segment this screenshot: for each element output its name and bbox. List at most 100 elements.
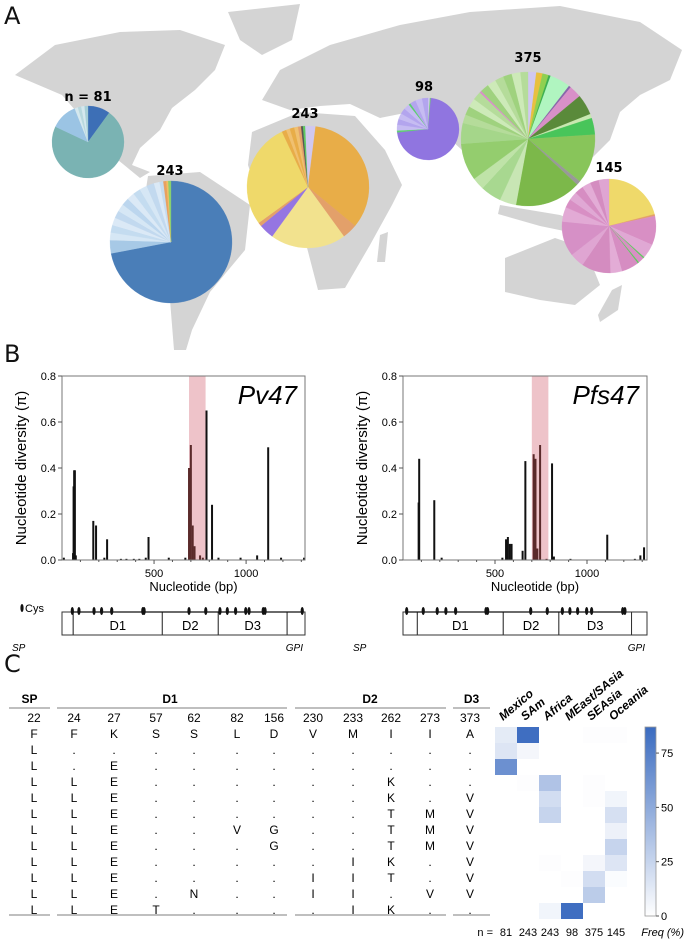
residue-cell: I <box>351 887 354 901</box>
heatmap-cell <box>539 791 561 807</box>
residue-cell: L <box>71 855 78 869</box>
cysteine-marker-icon <box>142 607 146 615</box>
residue-cell: . <box>428 855 431 869</box>
diversity-bar <box>524 461 527 560</box>
x-tick-label: 500 <box>145 568 163 580</box>
residue-cell: L <box>71 839 78 853</box>
diversity-bar <box>539 445 542 560</box>
residue-cell: . <box>351 807 354 821</box>
residue-cell: K <box>387 791 395 805</box>
residue-cell: E <box>110 791 118 805</box>
diversity-bar <box>217 557 220 560</box>
madagascar-landmass <box>377 232 388 262</box>
pie-slice <box>397 97 460 161</box>
residue-cell: . <box>154 791 157 805</box>
residue-cell: I <box>351 855 354 869</box>
diversity-bar <box>418 458 421 560</box>
residue-cell: . <box>235 807 238 821</box>
diversity-bar <box>303 557 306 560</box>
residue-cell: . <box>428 759 431 773</box>
heatmap-cell <box>495 727 517 743</box>
residue-cell: . <box>272 903 275 917</box>
heatmap-cell <box>561 903 583 919</box>
pie-slice <box>51 112 125 179</box>
residue-cell: . <box>192 791 195 805</box>
residue-cell: E <box>110 759 118 773</box>
pie-oceania: 145 <box>561 161 657 274</box>
residue-cell: L <box>31 855 38 869</box>
x-tick-label: 1000 <box>575 568 599 580</box>
residue-cell: . <box>272 743 275 757</box>
diversity-bar <box>189 445 192 560</box>
residue-cell: . <box>389 887 392 901</box>
residue-cell: M <box>425 807 435 821</box>
heatmap-cell <box>605 727 627 743</box>
residue-cell: L <box>31 903 38 917</box>
residue-cell: N <box>190 887 199 901</box>
diversity-bar <box>167 557 170 560</box>
cysteine-marker-icon <box>623 607 627 615</box>
plot-frame <box>61 375 306 561</box>
diversity-bar <box>552 556 555 560</box>
heatmap-cell <box>605 871 627 887</box>
pie-slice <box>168 180 172 243</box>
diversity-bar <box>643 547 646 560</box>
residue-cell: . <box>192 775 195 789</box>
residue-cell: . <box>428 775 431 789</box>
residue-cell: . <box>154 775 157 789</box>
residue-cell: T <box>387 839 395 853</box>
cysteine-marker-icon <box>590 607 594 615</box>
domain-segment <box>61 611 74 636</box>
residue-cell: . <box>72 743 75 757</box>
cys-legend-label: Cys <box>25 603 44 615</box>
greenland-landmass <box>228 4 300 55</box>
residue-cell: . <box>389 759 392 773</box>
residue-cell: . <box>235 887 238 901</box>
cysteine-marker-icon <box>218 607 222 615</box>
pie-slice <box>271 186 345 249</box>
y-tick-label: 0.4 <box>382 463 397 475</box>
residue-cell: L <box>71 887 78 901</box>
heatmap-cell <box>517 727 539 743</box>
residue-cell: L <box>31 887 38 901</box>
panel-label-c: C <box>4 650 21 678</box>
residue-cell: . <box>192 823 195 837</box>
domain-label: D3 <box>244 618 261 633</box>
diversity-bar <box>569 558 572 560</box>
domain-group-header: D1 <box>162 692 178 706</box>
diversity-bar <box>73 470 76 560</box>
residue-cell: K <box>387 775 395 789</box>
residue-position: 262 <box>381 711 401 725</box>
diversity-bar <box>106 539 109 560</box>
n-value: 243 <box>541 927 559 939</box>
residue-cell: . <box>235 871 238 885</box>
residue-cell: . <box>311 855 314 869</box>
y-axis-label: Nucleotide diversity (π) <box>13 391 30 546</box>
diversity-bar <box>501 557 504 560</box>
residue-cell: I <box>351 871 354 885</box>
diversity-bar <box>147 537 150 560</box>
residue-cell: . <box>468 775 471 789</box>
pie-slice <box>110 180 233 304</box>
gpi-label: GPI <box>628 643 645 654</box>
residue-cell: K <box>387 855 395 869</box>
residue-cell: . <box>311 759 314 773</box>
diversity-bar <box>536 548 539 560</box>
diversity-bar <box>508 543 511 560</box>
pie-slice <box>84 105 89 143</box>
residue-position: 156 <box>264 711 284 725</box>
n-value: 243 <box>519 927 537 939</box>
y-tick-label: 0.8 <box>382 371 397 383</box>
table-row: L L E.. V G.. T M V <box>31 823 474 837</box>
residue-cell: . <box>235 903 238 917</box>
cysteine-marker-icon <box>545 607 549 615</box>
diversity-bar <box>201 557 204 560</box>
residue-cell: S <box>152 727 160 741</box>
heatmap-cell <box>517 775 539 791</box>
diversity-bar <box>92 520 95 560</box>
residue-cell: G <box>269 839 278 853</box>
residue-cell: M <box>425 839 435 853</box>
residue-cell: V <box>466 791 474 805</box>
